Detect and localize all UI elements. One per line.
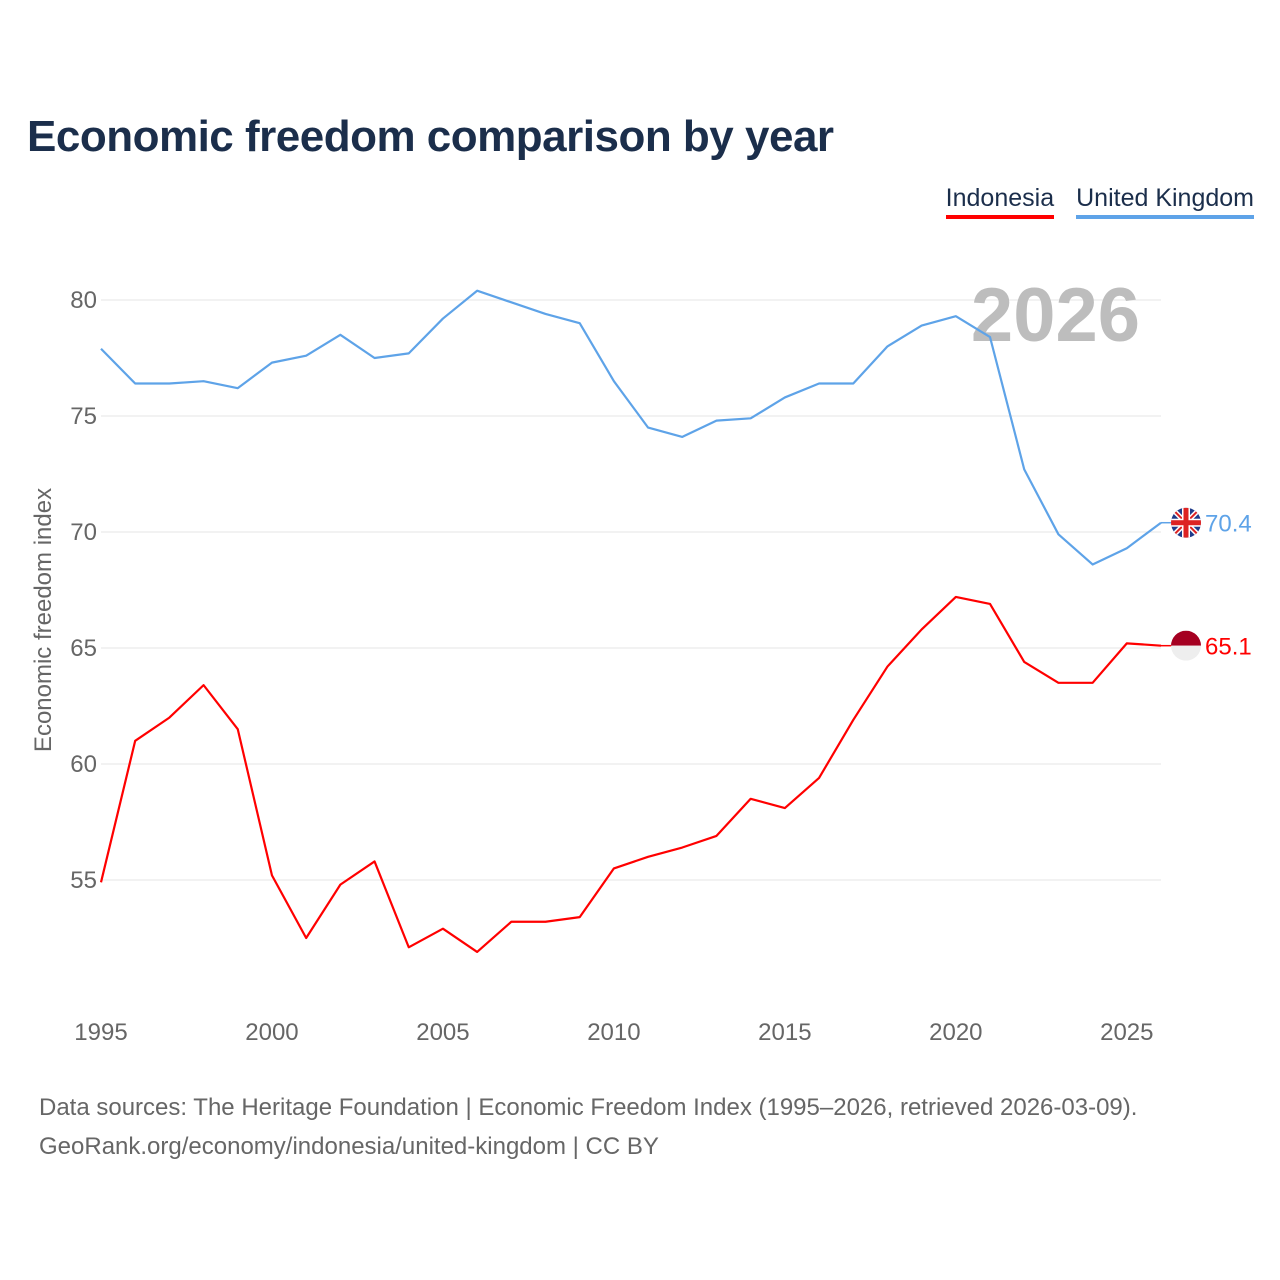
data-point[interactable] [816, 775, 822, 781]
x-tick-label: 2020 [929, 1019, 982, 1046]
data-point[interactable] [166, 381, 172, 387]
data-point[interactable] [474, 949, 480, 955]
y-tick-label: 60 [70, 751, 97, 778]
data-point[interactable] [201, 682, 207, 688]
y-tick-label: 70 [70, 519, 97, 546]
legend-item-indonesia[interactable]: Indonesia [945, 184, 1055, 219]
year-watermark: 2026 [971, 273, 1140, 358]
chart-title: Economic freedom comparison by year [27, 112, 834, 161]
data-point[interactable] [645, 425, 651, 431]
uk-flag-icon [1171, 507, 1201, 538]
data-point[interactable] [850, 717, 856, 723]
data-point[interactable] [1124, 640, 1130, 646]
data-point[interactable] [269, 360, 275, 366]
data-point[interactable] [611, 378, 617, 384]
x-tick-label: 1995 [74, 1019, 127, 1046]
source-note: Data sources: The Heritage Foundation | … [39, 1088, 1137, 1166]
data-point[interactable] [884, 343, 890, 349]
data-point[interactable] [508, 299, 514, 305]
data-point[interactable] [611, 865, 617, 871]
data-point[interactable] [577, 914, 583, 920]
y-axis-label: Economic freedom index [30, 488, 57, 752]
data-point[interactable] [816, 381, 822, 387]
data-point[interactable] [132, 738, 138, 744]
data-point[interactable] [235, 385, 241, 391]
data-point[interactable] [850, 381, 856, 387]
data-point[interactable] [201, 378, 207, 384]
data-point[interactable] [748, 415, 754, 421]
data-point[interactable] [543, 311, 549, 317]
data-point[interactable] [987, 601, 993, 607]
x-tick-label: 2005 [416, 1019, 469, 1046]
data-point[interactable] [372, 355, 378, 361]
end-value-label: 70.4 [1205, 511, 1252, 538]
data-point[interactable] [679, 434, 685, 440]
data-point[interactable] [372, 858, 378, 864]
data-point[interactable] [406, 350, 412, 356]
data-point[interactable] [987, 334, 993, 340]
data-point[interactable] [98, 879, 104, 885]
legend-item-united-kingdom[interactable]: United Kingdom [1076, 184, 1254, 219]
legend: Indonesia United Kingdom [945, 184, 1254, 219]
data-point[interactable] [748, 796, 754, 802]
source-line-1: Data sources: The Heritage Foundation | … [39, 1094, 1138, 1121]
data-point[interactable] [1090, 680, 1096, 686]
x-tick-label: 2025 [1100, 1019, 1153, 1046]
data-point[interactable] [1055, 680, 1061, 686]
data-point[interactable] [303, 353, 309, 359]
data-point[interactable] [1055, 531, 1061, 537]
data-point[interactable] [1021, 659, 1027, 665]
source-line-2[interactable]: GeoRank.org/economy/indonesia/united-kin… [39, 1133, 659, 1160]
data-point[interactable] [713, 418, 719, 424]
end-value-label: 65.1 [1205, 634, 1252, 661]
data-point[interactable] [782, 805, 788, 811]
data-point[interactable] [919, 323, 925, 329]
data-point[interactable] [269, 872, 275, 878]
data-point[interactable] [235, 726, 241, 732]
series-line-united-kingdom [100, 289, 1162, 566]
data-point[interactable] [474, 288, 480, 294]
y-tick-label: 65 [70, 635, 97, 662]
data-point[interactable] [953, 313, 959, 319]
data-point[interactable] [303, 935, 309, 941]
indonesia-flag-icon [1171, 630, 1201, 661]
data-point[interactable] [577, 320, 583, 326]
x-tick-label: 2010 [587, 1019, 640, 1046]
data-point[interactable] [953, 594, 959, 600]
data-point[interactable] [1021, 466, 1027, 472]
x-tick-label: 2000 [245, 1019, 298, 1046]
data-point[interactable] [782, 394, 788, 400]
data-point[interactable] [645, 854, 651, 860]
data-point[interactable] [337, 882, 343, 888]
data-point[interactable] [1124, 545, 1130, 551]
data-point[interactable] [508, 919, 514, 925]
data-point[interactable] [132, 381, 138, 387]
data-point[interactable] [166, 715, 172, 721]
data-point[interactable] [543, 919, 549, 925]
y-tick-label: 55 [70, 867, 97, 894]
data-point[interactable] [440, 926, 446, 932]
data-point[interactable] [1090, 561, 1096, 567]
data-point[interactable] [919, 626, 925, 632]
data-point[interactable] [440, 316, 446, 322]
series-line-indonesia [99, 595, 1162, 954]
data-point[interactable] [713, 833, 719, 839]
data-point[interactable] [884, 664, 890, 670]
y-tick-label: 75 [70, 403, 97, 430]
data-point[interactable] [98, 346, 104, 352]
data-point[interactable] [679, 845, 685, 851]
data-point[interactable] [337, 332, 343, 338]
x-tick-label: 2015 [758, 1019, 811, 1046]
data-point[interactable] [406, 944, 412, 950]
y-tick-label: 80 [70, 287, 97, 314]
